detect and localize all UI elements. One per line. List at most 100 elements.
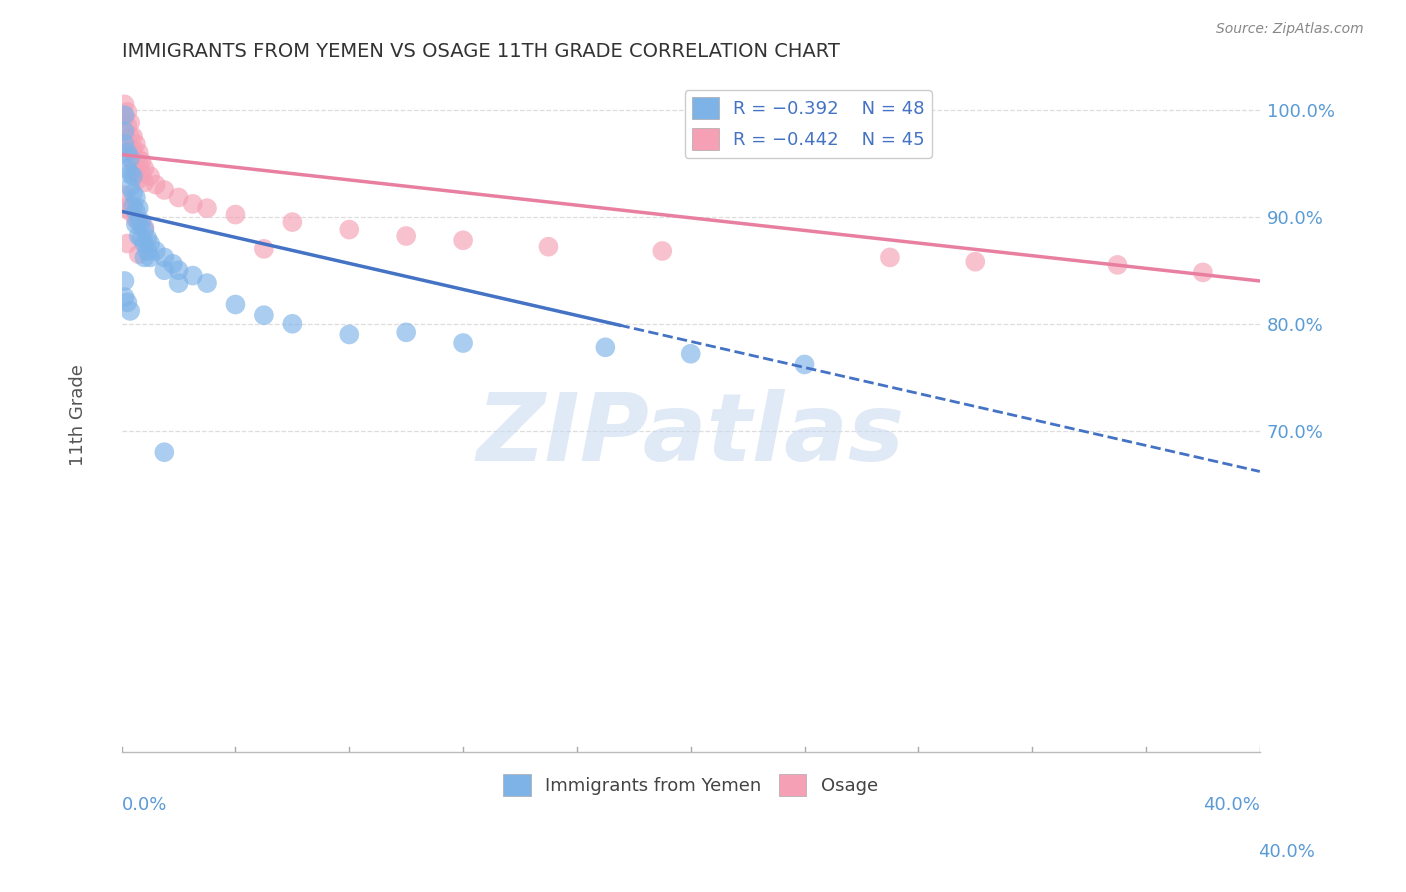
Point	[134, 251, 156, 265]
Point	[153, 263, 176, 277]
Point	[1192, 265, 1215, 279]
Point	[114, 97, 136, 112]
Point	[125, 217, 148, 231]
Text: 11th Grade: 11th Grade	[69, 364, 87, 466]
Point	[122, 129, 145, 144]
Point	[136, 244, 159, 258]
Point	[537, 240, 560, 254]
Point	[125, 136, 148, 151]
Point	[253, 242, 276, 256]
Point	[117, 104, 139, 119]
Point	[120, 129, 142, 144]
Point	[451, 233, 474, 247]
Point	[153, 183, 176, 197]
Point	[167, 276, 190, 290]
Point	[139, 251, 162, 265]
Point	[1107, 258, 1129, 272]
Point	[117, 161, 139, 176]
Point	[120, 151, 142, 165]
Text: 40.0%: 40.0%	[1258, 843, 1315, 861]
Point	[120, 204, 142, 219]
Point	[181, 197, 204, 211]
Point	[128, 247, 150, 261]
Point	[965, 254, 987, 268]
Point	[162, 257, 184, 271]
Point	[139, 169, 162, 183]
Point	[793, 358, 815, 372]
Point	[128, 145, 150, 160]
Point	[120, 144, 142, 158]
Text: 40.0%: 40.0%	[1204, 796, 1260, 814]
Text: IMMIGRANTS FROM YEMEN VS OSAGE 11TH GRADE CORRELATION CHART: IMMIGRANTS FROM YEMEN VS OSAGE 11TH GRAD…	[122, 42, 839, 61]
Text: Source: ZipAtlas.com: Source: ZipAtlas.com	[1216, 22, 1364, 37]
Point	[114, 290, 136, 304]
Text: ZIPatlas: ZIPatlas	[477, 389, 905, 481]
Point	[128, 229, 150, 244]
Point	[153, 445, 176, 459]
Point	[120, 115, 142, 129]
Point	[122, 156, 145, 170]
Point	[125, 204, 148, 219]
Point	[134, 161, 156, 176]
Point	[114, 188, 136, 202]
Point	[253, 308, 276, 322]
Point	[120, 167, 142, 181]
Point	[134, 236, 156, 251]
Point	[395, 229, 418, 244]
Point	[125, 211, 148, 226]
Point	[125, 190, 148, 204]
Point	[122, 144, 145, 158]
Point	[224, 297, 246, 311]
Text: 0.0%: 0.0%	[122, 796, 167, 814]
Point	[281, 215, 304, 229]
Point	[114, 112, 136, 126]
Point	[131, 154, 153, 169]
Point	[114, 274, 136, 288]
Point	[131, 215, 153, 229]
Point	[131, 231, 153, 245]
Point	[139, 236, 162, 251]
Point	[195, 201, 218, 215]
Point	[117, 145, 139, 160]
Point	[651, 244, 673, 258]
Point	[122, 186, 145, 201]
Point	[181, 268, 204, 283]
Point	[337, 222, 360, 236]
Point	[134, 222, 156, 236]
Point	[879, 251, 901, 265]
Point	[134, 176, 156, 190]
Point	[136, 231, 159, 245]
Point	[595, 340, 617, 354]
Point	[679, 347, 702, 361]
Point	[131, 167, 153, 181]
Point	[224, 208, 246, 222]
Point	[134, 220, 156, 235]
Point	[122, 169, 145, 183]
Point	[125, 151, 148, 165]
Point	[167, 263, 190, 277]
Legend: Immigrants from Yemen, Osage: Immigrants from Yemen, Osage	[496, 767, 886, 804]
Point	[117, 295, 139, 310]
Point	[128, 158, 150, 172]
Point	[120, 179, 142, 194]
Point	[337, 327, 360, 342]
Point	[114, 201, 136, 215]
Point	[114, 136, 136, 151]
Point	[145, 178, 167, 192]
Point	[128, 201, 150, 215]
Point	[145, 244, 167, 258]
Point	[114, 124, 136, 138]
Point	[195, 276, 218, 290]
Point	[395, 326, 418, 340]
Point	[117, 133, 139, 147]
Point	[125, 165, 148, 179]
Point	[117, 119, 139, 133]
Point	[451, 336, 474, 351]
Point	[281, 317, 304, 331]
Point	[128, 172, 150, 186]
Point	[120, 304, 142, 318]
Point	[153, 251, 176, 265]
Point	[167, 190, 190, 204]
Point	[128, 215, 150, 229]
Point	[114, 108, 136, 122]
